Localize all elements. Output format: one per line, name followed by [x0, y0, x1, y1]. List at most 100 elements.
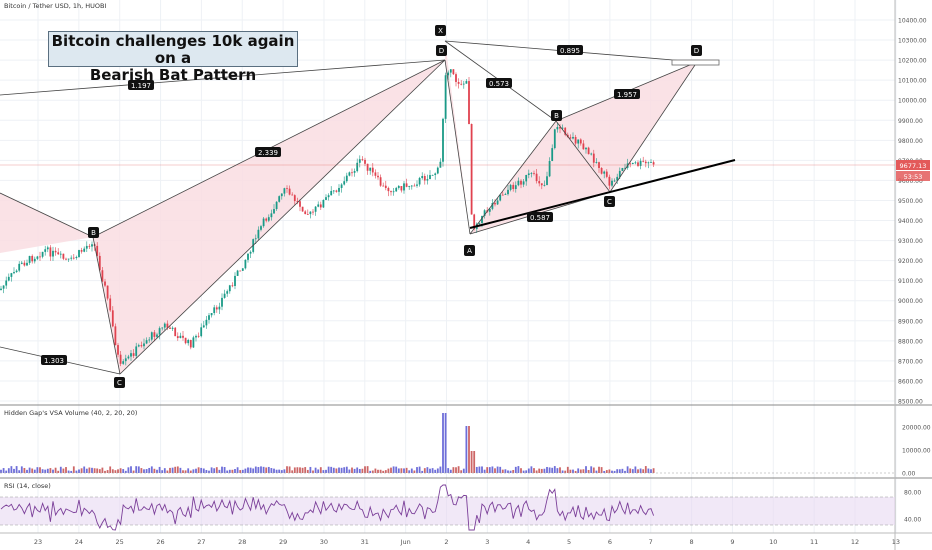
volume-bar — [512, 469, 515, 473]
volume-bar — [403, 468, 405, 473]
volume-bar — [221, 466, 223, 473]
volume-bar — [2, 468, 5, 473]
candle-body — [36, 256, 39, 259]
ratio-label: 1.957 — [617, 91, 637, 99]
time-axis-label: 13 — [892, 538, 900, 546]
candle-body — [46, 247, 49, 250]
candle-body — [429, 175, 431, 180]
volume-bar — [197, 467, 200, 473]
volume-bar — [158, 466, 161, 473]
countdown-value: 53:53 — [904, 173, 923, 181]
volume-bar — [507, 470, 509, 473]
volume-bar — [93, 468, 96, 473]
volume-axis-label: 10000.00 — [902, 448, 931, 455]
candle-body — [553, 129, 556, 149]
volume-bar — [595, 470, 598, 473]
candle-body — [377, 175, 379, 178]
volume-bar — [104, 470, 106, 473]
candle-body — [171, 327, 174, 329]
candle-body — [325, 197, 327, 200]
candle-body — [288, 188, 291, 195]
time-axis-label: 8 — [690, 538, 694, 546]
volume-bar — [231, 469, 234, 473]
support-trendline[interactable] — [469, 159, 736, 229]
volume-bar — [361, 468, 364, 473]
candle-body — [392, 191, 395, 193]
volume-bar — [319, 467, 322, 473]
candle-body — [179, 335, 182, 339]
time-axis[interactable]: 23 24 25 26 27 28 29 30 31 Jun 2 3 4 5 6 7 8 9 10 11 12 13 — [34, 538, 900, 546]
candle-body — [262, 218, 265, 227]
candle-body — [546, 176, 548, 185]
volume-bar — [296, 467, 299, 473]
candle-body — [278, 196, 281, 202]
volume-bar — [291, 470, 294, 473]
volume-bar — [15, 466, 18, 473]
volume-bar — [530, 466, 533, 473]
candle-body — [150, 332, 153, 340]
candle-body — [228, 285, 231, 292]
candle-body — [140, 345, 143, 347]
volume-bar — [299, 467, 301, 473]
d-target-zone[interactable] — [671, 59, 720, 66]
volume-bar — [405, 467, 408, 473]
volume-bar — [252, 468, 255, 473]
volume-bar — [384, 470, 387, 473]
volume-bar — [504, 469, 507, 473]
volume-bar — [327, 466, 330, 473]
candle-body — [124, 358, 127, 362]
rsi-axis[interactable]: 80.00 40.00 — [904, 490, 921, 524]
candle-body — [455, 74, 457, 82]
pattern-lines[interactable] — [0, 40, 698, 375]
volume-bar — [369, 470, 372, 473]
candle-body — [444, 75, 447, 119]
candle-body — [514, 185, 517, 190]
volume-bar — [135, 466, 138, 473]
volume-indicator-title[interactable]: Hidden Gap's VSA Volume (40, 2, 20, 20) — [4, 409, 138, 417]
candle-body — [44, 249, 47, 252]
rsi-axis-label: 40.00 — [904, 517, 921, 524]
candle-body — [49, 247, 52, 257]
volume-bar — [189, 470, 192, 473]
candle-body — [525, 174, 528, 182]
volume-bar — [631, 469, 634, 473]
volume-axis[interactable]: 20000.00 10000.00 0.00 — [902, 425, 931, 478]
volume-bar — [390, 467, 392, 473]
candle-body — [618, 170, 621, 177]
candle-body — [517, 180, 520, 186]
volume-bar — [41, 469, 44, 473]
volume-bar — [39, 467, 41, 473]
candle-body — [540, 183, 543, 186]
volume-bar — [161, 470, 164, 473]
callout-box[interactable]: Bitcoin challenges 10k again on a Bearis… — [48, 31, 298, 84]
rsi-indicator-title[interactable]: RSI (14, close) — [4, 482, 51, 490]
volume-bar — [364, 466, 366, 473]
volume-bar — [374, 468, 377, 473]
volume-bar — [88, 467, 91, 473]
volume-bar — [249, 467, 252, 473]
volume-bar — [644, 466, 647, 473]
candle-body — [533, 172, 535, 174]
volume-bar — [119, 468, 122, 473]
candle-body — [187, 340, 190, 344]
candle-body — [416, 184, 418, 186]
volume-bar — [57, 470, 60, 473]
time-axis-label: 31 — [361, 538, 369, 546]
candle-body — [564, 127, 567, 135]
price-axis[interactable]: 10400.00 10300.00 10200.00 10100.00 10000.00… — [898, 18, 927, 406]
candle-body — [200, 327, 203, 337]
volume-bar — [473, 451, 476, 473]
candle-body — [244, 259, 247, 269]
candle-body — [67, 258, 70, 260]
candle-body — [301, 206, 304, 212]
time-axis-label: 6 — [608, 538, 612, 546]
volume-bar — [309, 466, 312, 473]
volume-bar — [468, 426, 470, 473]
candle-body — [356, 162, 359, 172]
symbol-title[interactable]: Bitcoin / Tether USD, 1h, HUOBI — [4, 2, 107, 10]
volume-bar — [338, 467, 340, 473]
volume-bar — [444, 413, 447, 473]
candle-body — [491, 203, 494, 209]
candle-body — [176, 336, 179, 339]
